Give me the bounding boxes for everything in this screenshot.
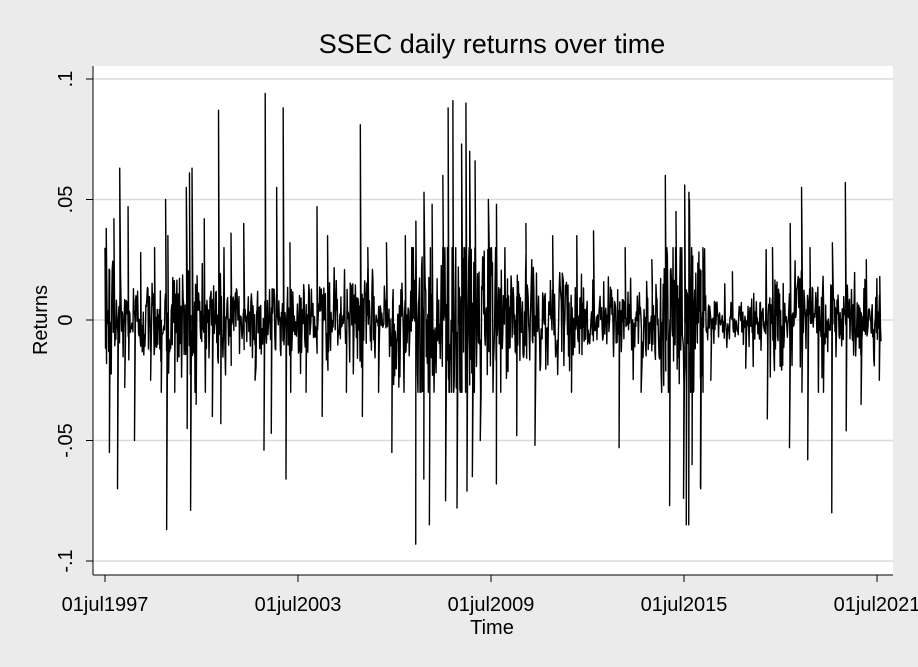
x-tick-label: 01jul2021 xyxy=(834,594,918,616)
y-tick-label: 0 xyxy=(55,314,77,325)
series-returns xyxy=(104,92,882,545)
x-ticks: 01jul1997 01jul2003 01jul2009 01jul2015 01ju… xyxy=(62,575,918,616)
x-axis-title: Time xyxy=(470,617,514,639)
x-tick-label: 01jul2003 xyxy=(255,594,342,616)
x-tick-label: 01jul2015 xyxy=(641,594,728,616)
series-line-returns xyxy=(104,92,882,545)
chart-title: SSEC daily returns over time xyxy=(319,29,666,59)
y-tick-label: -.1 xyxy=(55,549,77,572)
y-ticks: -.1 -.05 0 .05 .1 xyxy=(55,71,93,573)
x-tick-label: 01jul2009 xyxy=(448,594,535,616)
y-tick-label: .1 xyxy=(55,71,77,88)
y-axis-title: Returns xyxy=(30,285,52,355)
x-tick-label: 01jul1997 xyxy=(62,594,149,616)
y-tick-label: -.05 xyxy=(55,423,77,457)
y-tick-label: .05 xyxy=(55,186,77,214)
